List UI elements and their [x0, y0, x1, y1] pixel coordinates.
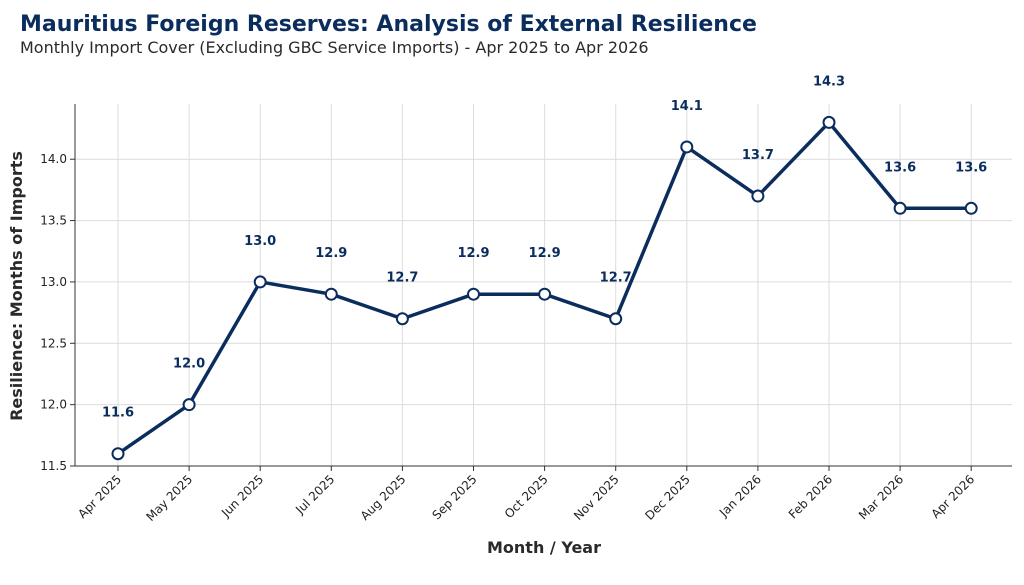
- data-label: 13.7: [742, 148, 774, 163]
- y-tick-label: 11.5: [40, 459, 67, 473]
- grid-lines: [75, 104, 1012, 467]
- data-label: 12.7: [386, 271, 418, 286]
- y-tick-label: 14.0: [40, 152, 67, 166]
- chart-title: Mauritius Foreign Reserves: Analysis of …: [20, 12, 757, 37]
- x-tick-label: Jan 2026: [716, 472, 764, 520]
- data-label: 12.7: [600, 271, 632, 286]
- data-labels: 11.6 12.0 13.0 12.9 12.7 12.9 12.9 12.7 14.1 13.7…: [102, 74, 987, 420]
- x-tick-label: Apr 2025: [75, 472, 124, 521]
- x-tick-label: Apr 2026: [928, 472, 977, 521]
- data-point: [751, 189, 765, 203]
- data-point: [324, 287, 338, 301]
- x-tick-label: Sep 2025: [429, 472, 479, 522]
- x-tick-label: Nov 2025: [571, 472, 622, 523]
- y-axis-ticks: 11.5 12.0 12.5 13.0 13.5 14.0: [40, 152, 75, 473]
- y-axis-title: Resilience: Months of Imports: [7, 151, 26, 421]
- x-tick-label: May 2025: [143, 472, 195, 524]
- data-label: 12.0: [173, 357, 205, 372]
- y-tick-label: 13.5: [40, 214, 67, 228]
- y-tick-label: 12.0: [40, 398, 67, 412]
- x-tick-label: Dec 2025: [642, 472, 693, 523]
- data-label: 12.9: [529, 246, 561, 261]
- data-point: [680, 140, 694, 154]
- data-point: [893, 201, 907, 215]
- data-point: [822, 115, 836, 129]
- y-tick-label: 12.5: [40, 336, 67, 350]
- data-label: 12.9: [457, 246, 489, 261]
- x-tick-label: Oct 2025: [502, 472, 551, 521]
- x-axis-ticks: Apr 2025 May 2025 Jun 2025 Jul 2025 Aug 2025…: [75, 466, 977, 524]
- data-label: 11.6: [102, 406, 134, 421]
- series-import-cover: [111, 115, 978, 461]
- data-point: [111, 447, 125, 461]
- x-tick-label: Jun 2025: [218, 472, 266, 520]
- chart-subtitle: Monthly Import Cover (Excluding GBC Serv…: [20, 38, 649, 57]
- x-axis-title: Month / Year: [487, 538, 601, 557]
- data-label: 14.1: [671, 99, 703, 114]
- data-label: 13.0: [244, 234, 276, 249]
- x-tick-label: Feb 2026: [786, 472, 835, 521]
- data-point: [253, 275, 267, 289]
- x-tick-label: Mar 2026: [856, 472, 906, 522]
- x-tick-label: Jul 2025: [292, 472, 337, 517]
- data-label: 13.6: [884, 160, 916, 175]
- data-label: 13.6: [955, 160, 987, 175]
- x-tick-label: Aug 2025: [358, 472, 409, 523]
- axes: [74, 104, 1012, 467]
- data-point: [182, 398, 196, 412]
- data-point: [395, 312, 409, 326]
- data-point: [467, 287, 480, 301]
- data-point: [538, 287, 552, 301]
- data-label: 12.9: [315, 246, 347, 261]
- y-tick-label: 13.0: [40, 275, 67, 289]
- data-label: 14.3: [813, 74, 845, 89]
- data-point: [964, 201, 978, 215]
- data-point: [609, 312, 623, 326]
